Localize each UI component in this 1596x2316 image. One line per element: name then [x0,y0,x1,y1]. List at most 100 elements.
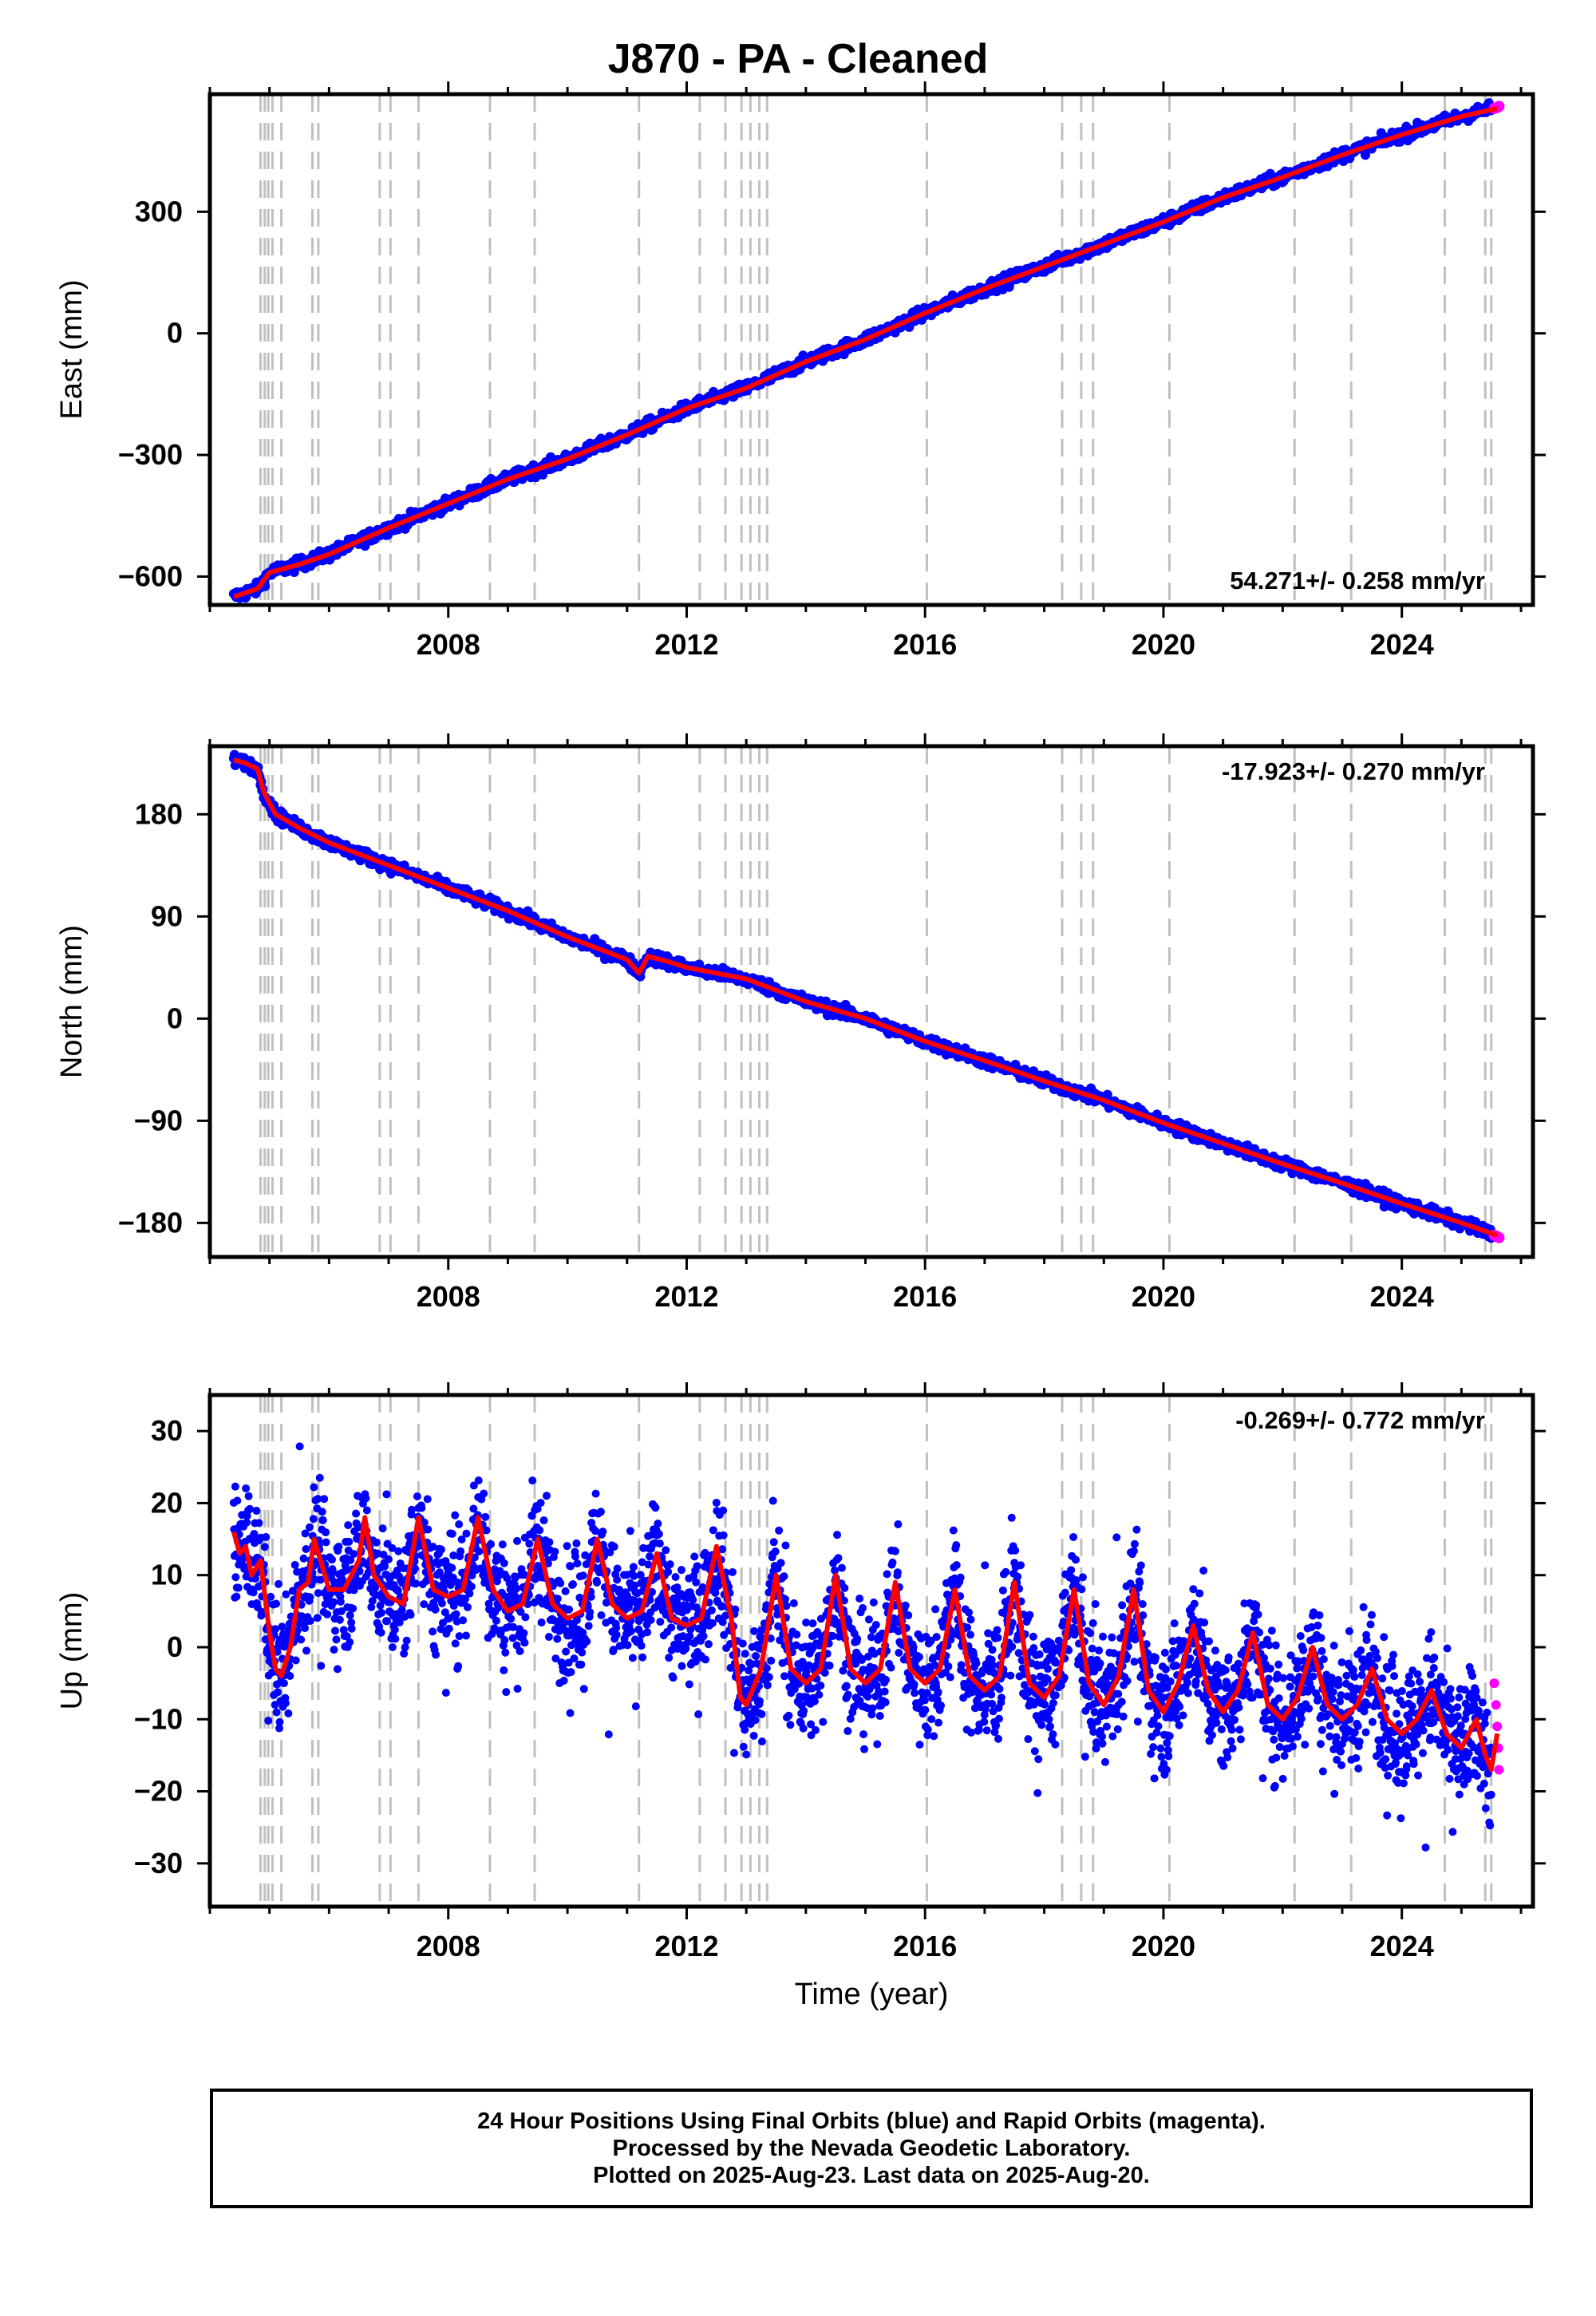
final-orbit-point [381,1562,389,1571]
final-orbit-point [776,1636,784,1645]
chart-title: J870 - PA - Cleaned [607,36,989,82]
final-orbit-point [563,1542,571,1551]
final-orbit-point [694,1710,703,1719]
final-orbit-point [523,1599,532,1608]
y-tick-label: 300 [135,195,183,227]
final-orbit-point [610,1542,618,1551]
final-orbit-point [678,1662,686,1670]
final-orbit-point [781,1541,790,1550]
final-orbit-point [470,1553,479,1562]
final-orbit-point [395,1618,404,1626]
final-orbit-point [275,1579,283,1588]
model-line [232,105,1498,599]
final-orbit-point [301,1529,310,1538]
final-orbit-point [305,1523,314,1531]
final-orbit-point [820,1668,829,1677]
final-orbit-point [762,1664,771,1673]
final-orbit-point [346,1555,355,1564]
final-orbit-point [299,1554,308,1563]
final-orbit-point [494,1603,503,1612]
final-orbit-point [320,1495,329,1504]
final-orbit-point [444,1624,453,1633]
final-orbit-point [272,1708,281,1717]
final-orbit-point [815,1690,824,1699]
final-orbit-point [704,1640,713,1649]
final-orbit-point [720,1630,729,1639]
final-orbit-point [368,1597,377,1606]
final-orbit-point [749,1731,758,1740]
final-orbit-point [451,1639,460,1648]
final-orbit-point [262,1532,271,1541]
final-orbit-point [816,1682,825,1690]
final-orbit-point [630,1581,639,1590]
final-orbit-point [681,1644,690,1653]
final-orbit-point [819,1717,828,1726]
y-tick-label: 0 [167,1002,183,1034]
model-line [233,757,1499,1238]
final-orbit-point [462,1631,471,1640]
final-orbit-point [437,1545,445,1554]
final-orbit-point [512,1641,521,1650]
final-orbit-point [780,1672,789,1681]
final-orbit-point [745,1666,753,1675]
final-orbit-point [249,1588,258,1597]
final-orbit-point [553,1595,562,1603]
final-orbit-point [802,1618,811,1627]
final-orbit-point [598,1528,607,1536]
final-orbit-point [742,1750,751,1759]
final-orbit-point [597,1611,606,1620]
final-orbit-point [297,1635,306,1644]
plot-area [229,1395,1504,1907]
final-orbit-point [667,1623,676,1632]
final-orbit-point [448,1529,456,1538]
final-orbit-point [654,1530,663,1539]
final-orbit-point [328,1555,337,1564]
final-orbit-point [519,1571,528,1579]
final-orbit-point [330,1646,338,1654]
final-orbit-point [786,1721,795,1729]
final-orbit-point [690,1552,699,1561]
final-orbit-point [612,1630,621,1639]
final-orbit-point [579,1571,587,1580]
final-orbit-point [509,1622,518,1631]
final-orbit-point [738,1639,747,1648]
final-orbit-point [718,1618,727,1626]
axes-frame [207,744,1535,1259]
final-orbit-point [596,1508,605,1516]
final-orbit-point [361,1494,370,1503]
final-orbit-point [406,1611,415,1619]
final-orbit-point [579,1685,588,1694]
final-orbit-point [463,1603,472,1611]
final-orbit-point [469,1481,478,1490]
final-orbit-point [313,1614,322,1622]
y-axis-label: North (mm) [55,925,89,1078]
final-orbit-point [535,1526,544,1535]
final-orbit-point [429,1543,437,1551]
final-orbit-point [628,1654,637,1662]
final-orbit-point [609,1646,618,1654]
final-orbit-point [449,1551,458,1560]
final-orbit-point [382,1617,391,1626]
final-orbit-point [575,1593,584,1602]
final-orbit-point [810,1697,819,1705]
final-orbit-point [719,1531,728,1539]
final-orbit-point [234,1583,243,1592]
final-orbit-point [511,1574,519,1583]
x-tick-label: 2012 [654,1280,718,1313]
final-orbit-point [332,1635,341,1644]
final-orbit-point [373,1549,382,1558]
axes-frame [207,92,1535,607]
final-orbit-point [355,1567,364,1575]
final-orbit-point [492,1577,501,1586]
final-orbit-point [346,1611,354,1620]
final-orbit-point [579,1628,587,1637]
final-orbit-point [586,1608,595,1617]
final-orbit-point [800,1706,808,1715]
final-orbit-point [451,1511,460,1520]
final-orbit-point [570,1654,579,1663]
final-orbit-point [354,1523,363,1531]
final-orbit-point [275,1724,284,1733]
final-orbit-point [685,1632,694,1641]
